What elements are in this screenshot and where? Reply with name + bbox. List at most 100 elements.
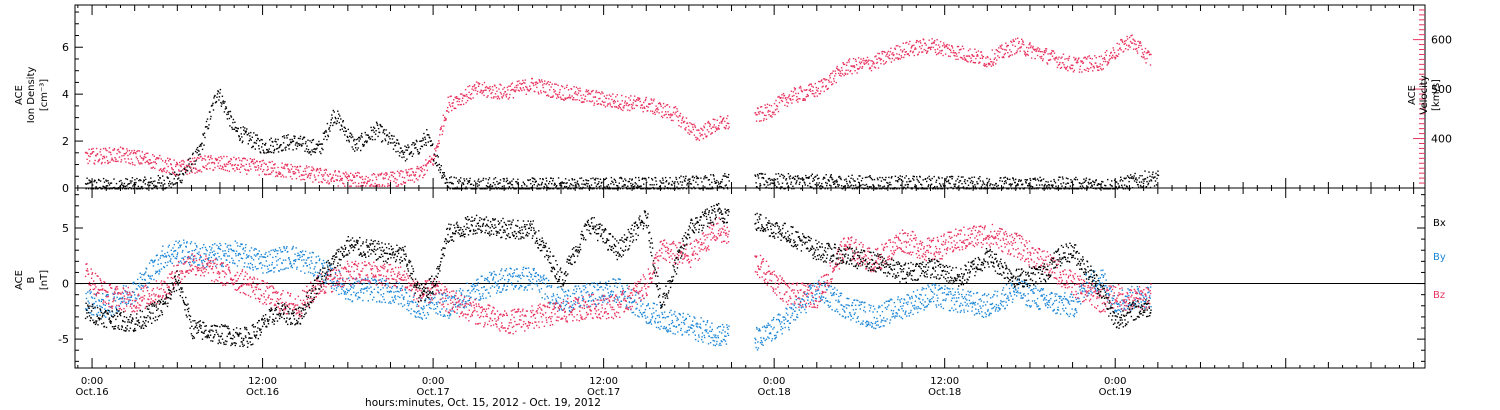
density-point (275, 141, 277, 143)
density-point (766, 181, 769, 184)
density-point (327, 134, 329, 136)
density-point (225, 106, 227, 108)
velocity-point (1038, 50, 1040, 52)
velocity-point (503, 93, 505, 95)
velocity-point (687, 125, 690, 127)
density-point (240, 133, 242, 135)
velocity-point (249, 158, 251, 160)
by-point (134, 300, 136, 303)
density-point (321, 143, 324, 145)
velocity-point (791, 102, 793, 104)
by-point (325, 273, 328, 275)
velocity-point (911, 46, 913, 48)
by-point (416, 303, 418, 306)
density-point (1121, 184, 1123, 186)
velocity-point (593, 102, 596, 104)
by-point (299, 251, 302, 253)
density-point (321, 147, 323, 150)
velocity-point (864, 60, 867, 62)
velocity-point (1113, 56, 1115, 58)
by-point (330, 267, 332, 269)
density-point (1064, 188, 1066, 190)
velocity-point (360, 185, 362, 187)
velocity-point (846, 73, 849, 75)
density-point (880, 180, 883, 182)
by-point (84, 308, 87, 310)
density-point (1044, 183, 1046, 186)
by-point (415, 316, 417, 318)
velocity-point (935, 53, 938, 56)
velocity-point (939, 50, 941, 52)
velocity-point (421, 168, 424, 170)
density-point (438, 163, 440, 166)
velocity-point (487, 95, 489, 97)
density-point (624, 178, 626, 180)
density-point (881, 188, 883, 190)
density-point (510, 183, 513, 186)
velocity-point (88, 148, 90, 151)
velocity-point (364, 181, 366, 183)
velocity-point (606, 105, 609, 107)
density-point (196, 146, 199, 149)
by-point (406, 302, 409, 304)
density-point (668, 182, 670, 184)
density-point (296, 145, 299, 147)
by-point (325, 281, 327, 283)
velocity-point (304, 170, 307, 172)
density-point (783, 188, 785, 190)
density-point (769, 183, 771, 186)
density-point (125, 188, 128, 190)
velocity-point (385, 172, 388, 174)
by-point (290, 264, 293, 267)
density-point (599, 188, 601, 190)
density-point (362, 143, 364, 146)
density-point (243, 133, 245, 135)
density-point (1067, 178, 1069, 180)
velocity-point (1021, 38, 1023, 40)
velocity-point (429, 160, 431, 162)
density-point (155, 187, 157, 189)
velocity-point (875, 55, 877, 57)
velocity-point (1111, 57, 1113, 59)
density-point (843, 185, 845, 188)
velocity-point (525, 93, 527, 95)
velocity-point (431, 158, 433, 161)
velocity-point (1036, 48, 1038, 50)
density-point (583, 183, 586, 185)
density-point (1035, 184, 1038, 186)
density-point (324, 131, 326, 133)
density-point (255, 142, 257, 145)
density-point (103, 186, 105, 188)
by-point (323, 279, 325, 281)
by-point (299, 254, 301, 256)
by-point (108, 303, 110, 305)
velocity-point (276, 175, 279, 177)
velocity-point (1093, 65, 1095, 67)
density-point (307, 139, 309, 141)
velocity-point (659, 103, 662, 106)
velocity-point (794, 89, 796, 91)
velocity-point (404, 181, 407, 184)
velocity-point (878, 57, 880, 59)
velocity-point (144, 161, 146, 164)
by-point (138, 282, 141, 285)
density-point (829, 176, 831, 179)
velocity-point (348, 175, 350, 178)
velocity-point (1014, 53, 1016, 55)
by-point (122, 292, 124, 295)
velocity-point (616, 106, 618, 108)
by-point (314, 271, 317, 273)
velocity-point (505, 96, 508, 98)
density-point (444, 175, 446, 177)
velocity-point (358, 182, 360, 185)
velocity-point (807, 95, 809, 98)
velocity-point (643, 106, 645, 108)
velocity-point (447, 106, 449, 109)
velocity-point (1126, 38, 1129, 40)
density-point (949, 176, 952, 178)
by-point (271, 261, 274, 264)
density-point (202, 133, 204, 135)
density-point (587, 183, 589, 185)
density-point (1122, 180, 1124, 182)
velocity-point (474, 89, 477, 92)
